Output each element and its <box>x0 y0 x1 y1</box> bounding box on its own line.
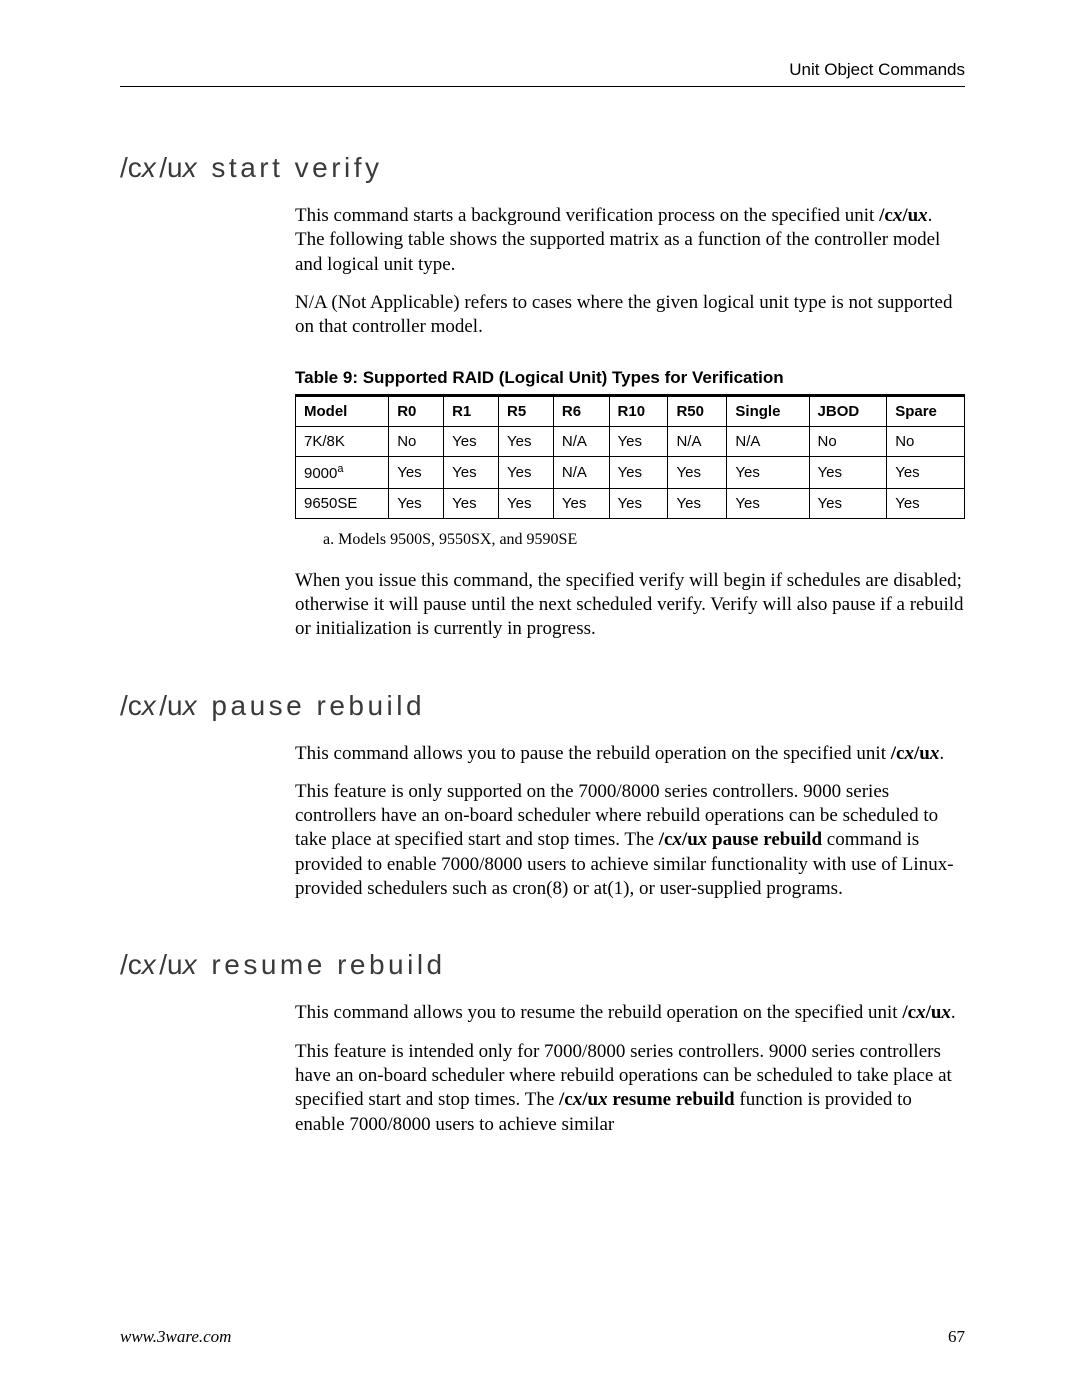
footer-url: www.3ware.com <box>120 1327 231 1347</box>
table-cell-model: 9000a <box>296 456 389 488</box>
table-cell: No <box>809 426 887 456</box>
table-cell: No <box>389 426 444 456</box>
page-footer: www.3ware.com 67 <box>120 1327 965 1347</box>
start-verify-para1: This command starts a background verific… <box>295 204 965 277</box>
table-cell: N/A <box>668 426 727 456</box>
table-caption: Table 9: Supported RAID (Logical Unit) T… <box>295 368 965 388</box>
table-cell: Yes <box>444 456 499 488</box>
raid-support-table: Model R0 R1 R5 R6 R10 R50 Single JBOD Sp… <box>295 394 965 519</box>
footer-page-number: 67 <box>948 1327 965 1347</box>
col-header: R6 <box>553 395 609 426</box>
body-resume-rebuild: This command allows you to resume the re… <box>295 1001 965 1137</box>
pause-rebuild-para1: This command allows you to pause the reb… <box>295 742 965 766</box>
table-cell: Yes <box>809 456 887 488</box>
table-cell: Yes <box>609 488 668 518</box>
start-verify-para2: N/A (Not Applicable) refers to cases whe… <box>295 291 965 340</box>
table-cell: Yes <box>444 426 499 456</box>
heading-pause-rebuild: /cx/ux pause rebuild <box>120 690 965 722</box>
table-row: 9000aYesYesYesN/AYesYesYesYesYes <box>296 456 965 488</box>
col-header: R50 <box>668 395 727 426</box>
header-section-label: Unit Object Commands <box>120 60 965 80</box>
table-cell: Yes <box>389 456 444 488</box>
table-cell: Yes <box>727 488 809 518</box>
table-cell: Yes <box>553 488 609 518</box>
header-rule <box>120 86 965 87</box>
heading-start-verify: /cx/ux start verify <box>120 152 965 184</box>
table-cell: Yes <box>887 488 965 518</box>
table-cell: N/A <box>727 426 809 456</box>
table-cell: Yes <box>609 456 668 488</box>
table-cell: Yes <box>727 456 809 488</box>
col-header: Spare <box>887 395 965 426</box>
table-cell: Yes <box>499 456 554 488</box>
table-cell: Yes <box>499 488 554 518</box>
col-header: Model <box>296 395 389 426</box>
col-header: R0 <box>389 395 444 426</box>
table-cell: Yes <box>499 426 554 456</box>
body-start-verify: This command starts a background verific… <box>295 204 965 642</box>
table-cell: N/A <box>553 426 609 456</box>
col-header: R10 <box>609 395 668 426</box>
table-cell: N/A <box>553 456 609 488</box>
resume-rebuild-para2: This feature is intended only for 7000/8… <box>295 1040 965 1137</box>
col-header: R1 <box>444 395 499 426</box>
table-cell: Yes <box>887 456 965 488</box>
table-cell: Yes <box>444 488 499 518</box>
table-cell: Yes <box>809 488 887 518</box>
col-header: Single <box>727 395 809 426</box>
col-header: JBOD <box>809 395 887 426</box>
table-cell: Yes <box>609 426 668 456</box>
pause-rebuild-para2: This feature is only supported on the 70… <box>295 780 965 902</box>
footnote-marker: a <box>337 463 343 475</box>
table-cell-model: 9650SE <box>296 488 389 518</box>
table-footnote: a. Models 9500S, 9550SX, and 9590SE <box>323 531 965 549</box>
table-cell: Yes <box>389 488 444 518</box>
table-cell-model: 7K/8K <box>296 426 389 456</box>
table-cell: No <box>887 426 965 456</box>
col-header: R5 <box>499 395 554 426</box>
table-row: 9650SEYesYesYesYesYesYesYesYesYes <box>296 488 965 518</box>
table-header-row: Model R0 R1 R5 R6 R10 R50 Single JBOD Sp… <box>296 395 965 426</box>
table-row: 7K/8KNoYesYesN/AYesN/AN/ANoNo <box>296 426 965 456</box>
body-pause-rebuild: This command allows you to pause the reb… <box>295 742 965 902</box>
table-cell: Yes <box>668 488 727 518</box>
heading-resume-rebuild: /cx/ux resume rebuild <box>120 949 965 981</box>
start-verify-para3: When you issue this command, the specifi… <box>295 569 965 642</box>
table-cell: Yes <box>668 456 727 488</box>
resume-rebuild-para1: This command allows you to resume the re… <box>295 1001 965 1025</box>
